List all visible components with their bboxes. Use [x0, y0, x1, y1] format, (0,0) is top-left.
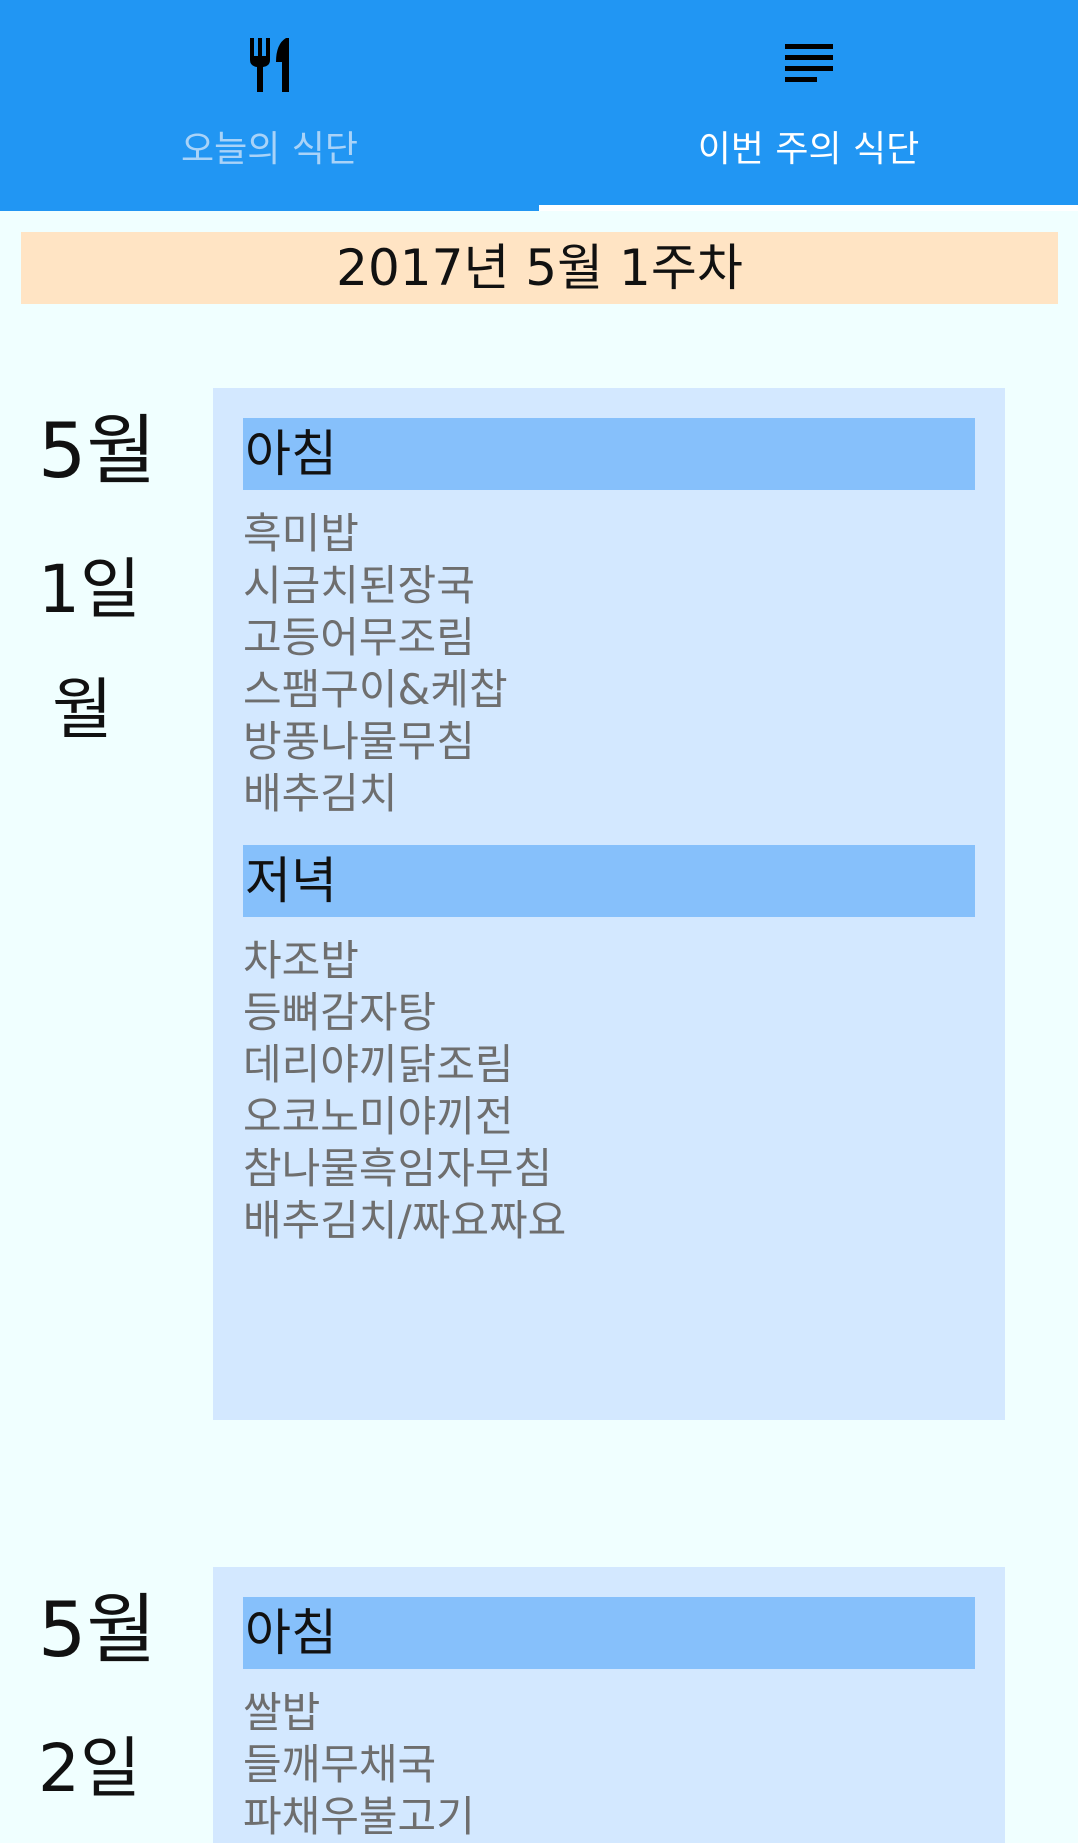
meal-items-breakfast: 흑미밥 시금치된장국 고등어무조림 스팸구이&케찹 방풍나물무침 배추김치	[243, 508, 975, 820]
list-item: 배추김치/짜요짜요	[243, 1196, 567, 1245]
meal-header-breakfast: 아침	[243, 418, 975, 490]
selected-tab-indicator	[539, 205, 1078, 211]
list-item: 차조밥	[243, 936, 359, 985]
date-weekday: 월	[52, 671, 113, 748]
tab-week-menu[interactable]: 이번 주의 식단	[539, 0, 1078, 211]
list-item: 데리야끼닭조림	[243, 1040, 514, 1089]
day-section: 5월 1일 월 아침 흑미밥 시금치된장국 고등어무조림 스팸구이&케찹 방풍나…	[0, 388, 1078, 1420]
top-tab-bar: 오늘의 식단 이번 주의 식단	[0, 0, 1078, 211]
meal-header-dinner: 저녁	[243, 845, 975, 917]
list-item: 스팸구이&케찹	[243, 665, 508, 714]
tab-today-menu[interactable]: 오늘의 식단	[0, 0, 539, 211]
menu-card: 아침 흑미밥 시금치된장국 고등어무조림 스팸구이&케찹 방풍나물무침 배추김치…	[213, 388, 1005, 1420]
list-item: 시금치된장국	[243, 561, 475, 610]
tab-week-label: 이번 주의 식단	[697, 129, 920, 170]
meal-header-breakfast: 아침	[243, 1597, 975, 1669]
date-month: 5월	[38, 1585, 157, 1674]
list-item: 쌀밥	[243, 1688, 321, 1737]
list-item: 배추김치	[243, 769, 398, 818]
list-item: 파채우불고기	[243, 1792, 475, 1841]
list-item: 고등어무조림	[243, 613, 475, 662]
menu-card: 아침 쌀밥 들깨무채국 파채우불고기	[213, 1567, 1005, 1843]
week-title: 2017년 5월 1주차	[21, 232, 1058, 304]
list-item: 방풍나물무침	[243, 717, 475, 766]
day-section: 5월 2일 아침 쌀밥 들깨무채국 파채우불고기	[0, 1567, 1078, 1843]
meal-items-breakfast: 쌀밥 들깨무채국 파채우불고기	[243, 1687, 975, 1843]
date-month: 5월	[38, 406, 157, 495]
date-day: 1일	[38, 551, 141, 628]
list-item: 흑미밥	[243, 509, 359, 558]
fork-knife-icon	[249, 38, 289, 92]
list-item: 등뼈감자탕	[243, 988, 437, 1037]
date-day: 2일	[38, 1730, 141, 1807]
list-item: 오코노미야끼전	[243, 1092, 514, 1141]
list-item: 참나물흑임자무침	[243, 1144, 553, 1193]
list-item: 들깨무채국	[243, 1740, 437, 1789]
meal-items-dinner: 차조밥 등뼈감자탕 데리야끼닭조림 오코노미야끼전 참나물흑임자무침 배추김치/…	[243, 935, 975, 1247]
tab-today-label: 오늘의 식단	[180, 129, 359, 170]
list-lines-icon	[784, 44, 833, 82]
